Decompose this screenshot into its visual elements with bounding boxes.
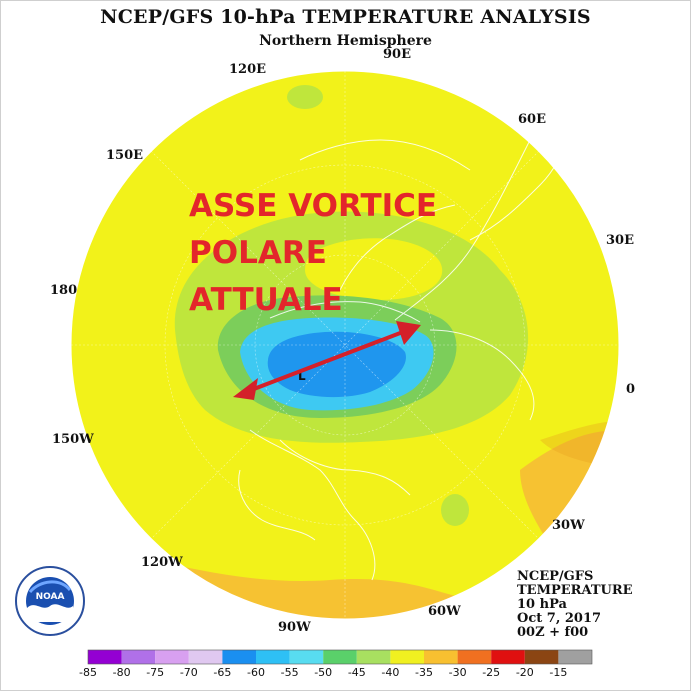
colorbar-swatch	[155, 650, 189, 664]
info-line-level: 10 hPa	[517, 597, 567, 612]
annotation-line-1: ASSE VORTICE	[189, 188, 437, 224]
lon-label-150e: 150E	[106, 148, 144, 163]
colorbar-swatch	[390, 650, 424, 664]
lon-label-180: 180	[50, 283, 78, 298]
colorbar-swatch	[289, 650, 324, 664]
colorbar-tick-label: -70	[180, 666, 198, 679]
lon-label-90e: 90E	[383, 47, 411, 62]
noaa-logo-text: NOAA	[36, 592, 65, 602]
map-subtitle: Northern Hemisphere	[259, 33, 432, 49]
lon-label-60e: 60E	[518, 112, 546, 127]
vortex-axis-arrow	[233, 321, 421, 400]
colorbar-tick-label: -35	[415, 666, 433, 679]
lon-label-120w: 120W	[141, 555, 183, 570]
lon-label-120e: 120E	[229, 62, 267, 77]
colorbar-swatch	[356, 650, 391, 664]
colorbar-tick-label: -45	[348, 666, 366, 679]
coastlines	[238, 129, 571, 581]
colorbar-tick-label: -20	[516, 666, 534, 679]
colorbar-swatch	[424, 650, 458, 664]
info-line-model: NCEP/GFS	[517, 569, 594, 584]
colorbar-outline	[87, 649, 593, 665]
colorbar-tick-label: -65	[213, 666, 231, 679]
colorbar-tick-label: -30	[449, 666, 467, 679]
colorbar-swatch	[457, 650, 492, 664]
colorbar-swatch	[491, 650, 525, 664]
colorbar-tick-label: -85	[79, 666, 97, 679]
colorbar-tick-label: -40	[381, 666, 399, 679]
lon-label-90w: 90W	[278, 620, 311, 635]
colorbar-swatch	[524, 650, 559, 664]
colorbar-tick-label: -55	[281, 666, 299, 679]
hemisphere-outline	[70, 70, 620, 620]
colorbar-swatch	[558, 650, 592, 664]
graticule	[71, 71, 619, 619]
colorbar-tick-label: -15	[549, 666, 567, 679]
colorbar: -85 -80 -75 -70 -65 -60 -55 -50 -45 -40 -35 -30 -25 -…	[79, 649, 593, 679]
map-title: NCEP/GFS 10-hPa TEMPERATURE ANALYSIS	[100, 6, 591, 28]
annotation-line-2: POLARE	[189, 235, 327, 271]
colorbar-tick-label: -50	[314, 666, 332, 679]
colorbar-swatch	[256, 650, 290, 664]
info-block: NCEP/GFS TEMPERATURE 10 hPa Oct 7, 2017 …	[517, 570, 633, 640]
lon-label-0: 0	[626, 382, 636, 397]
colorbar-swatch	[188, 650, 223, 664]
lon-label-150w: 150W	[52, 432, 94, 447]
colorbar-tick-label: -80	[113, 666, 131, 679]
info-line-run: 00Z + f00	[517, 625, 589, 640]
info-line-variable: TEMPERATURE	[517, 583, 633, 598]
vortex-low-marker: L	[298, 369, 306, 383]
colorbar-tick-label: -75	[146, 666, 164, 679]
colorbar-swatch	[222, 650, 256, 664]
colorbar-swatch	[323, 650, 357, 664]
colorbar-swatch	[121, 650, 156, 664]
colorbar-tick-label: -60	[247, 666, 265, 679]
lon-label-30w: 30W	[552, 518, 585, 533]
colorbar-tick-label: -25	[482, 666, 500, 679]
annotation-line-3: ATTUALE	[189, 282, 343, 318]
info-line-date: Oct 7, 2017	[517, 611, 602, 626]
noaa-logo-icon: NOAA	[15, 566, 85, 636]
colorbar-swatch	[88, 650, 122, 664]
lon-label-60w: 60W	[428, 604, 461, 619]
lon-label-30e: 30E	[606, 233, 634, 248]
